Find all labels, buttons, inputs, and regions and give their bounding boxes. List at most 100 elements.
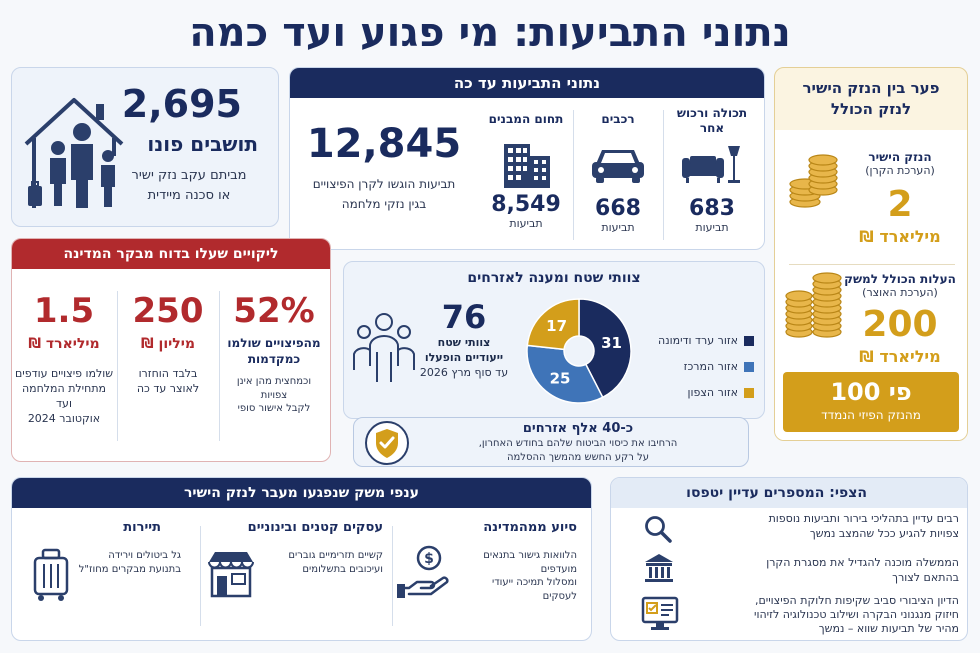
category-value: 668 [595, 196, 641, 221]
audit-header: ליקויים שעלו בדוח מבקר המדינה [12, 239, 330, 269]
legend-swatch [744, 362, 754, 372]
outlook-line2: צפויות להגיע ככל שהמצב נמשך [809, 526, 959, 540]
outlook-header: הצפי: המספרים עדיין יטפסו [611, 478, 967, 508]
claims-category-vehicles: רכבים 668 תביעות [576, 106, 660, 236]
audit-item-returned: 250 מיליון ₪ בלבד הוחזרו לאוצר עד כה [120, 291, 216, 397]
teams-line2: ייעודיים הופעלו [424, 350, 504, 364]
gap-header-line1: פער בין הנזק הישיר [802, 79, 940, 97]
magnifier-icon [645, 516, 672, 543]
donut-slice-3 [526, 298, 580, 351]
teams-card: צוותי שטח ומענה לאזרחים אזור ערד ודימונה… [343, 261, 765, 419]
legend-label: אזור ערד ודימונה [658, 333, 738, 347]
residents-label: תושבים פונו [147, 132, 258, 156]
category-value: 683 [689, 196, 735, 221]
sector-item-smb: עסקים קטנים ובינוניים קשיים תזרימיים גוב… [205, 520, 387, 636]
audit-label-line1: מהפיצויים שולמו [227, 336, 321, 350]
category-label: רכבים [601, 112, 635, 126]
gap-total-value: 200 [862, 303, 938, 345]
gap-direct-value: 2 [887, 183, 913, 225]
audit-desc-line2: מתחילת המלחמה ועד [21, 381, 107, 410]
storefront-icon [208, 552, 254, 598]
insurance-title: כ-40 אלף אזרחים [522, 421, 634, 436]
outlook-line1: רבים עדיין בתהליכי בירור ותביעות נוספות [768, 512, 959, 525]
donut-slice-1 [578, 298, 632, 399]
buildings-icon [504, 144, 550, 188]
page-title: נתוני התביעות: מי פגוע ועד כמה [189, 10, 791, 56]
audit-item-excess: 1.5 מיליארד ₪ שולמו פיצויים עודפים מתחיל… [14, 291, 114, 426]
claims-header: נתוני התביעות עד כה [290, 68, 764, 98]
donut-label-1: 31 [601, 334, 622, 352]
insurance-line1: הרחיבו את כיסוי הביטוח שלהם בחודש האחרון… [478, 438, 678, 449]
category-label: תכולה ורכוש אחר [676, 106, 748, 135]
gap-total-unit: מיליארד ₪ [859, 346, 941, 366]
sector-line1: הלוואות גישור בתנאים מועדפים [483, 550, 577, 575]
sector-line1: גל ביטולים וירידה [108, 550, 181, 561]
gap-banner: פי 100 מהנזק הפיזי הנמדד [783, 372, 959, 432]
category-label: תחום המבנים [488, 112, 564, 126]
category-unit: תביעות [601, 221, 635, 234]
legend-swatch [744, 336, 754, 346]
outlook-line1: הממשלה מוכנה להגדיל את מסגרת הקרן [766, 556, 959, 569]
claims-category-contents: תכולה ורכוש אחר 683 תביעות [668, 106, 756, 236]
residents-desc-line2: או סכנה מיידית [147, 188, 231, 203]
gap-total-sub: (הערכת האוצר) [862, 286, 938, 299]
gap-direct-label: הנזק הישיר [868, 150, 932, 164]
sector-line1: קשיים תזרימיים גוברים [288, 550, 383, 561]
svg-text:$: $ [424, 551, 434, 567]
audit-value: 250 [132, 291, 204, 331]
donut-label-2: 25 [550, 370, 571, 388]
outlook-item: רבים עדיין בתהליכי בירור ותביעות נוספות … [679, 512, 959, 542]
sector-line2: ומסלול תמיכה ייעודי לעסקים [491, 577, 577, 602]
category-unit: תביעות [509, 217, 543, 230]
gap-banner-small: מהנזק הפיזי הנמדד [821, 408, 921, 422]
coin-stacks-large-icon [785, 272, 842, 338]
sector-item-tourism: תיירות גל ביטולים וירידה בתנועת מבקרים מ… [19, 520, 195, 636]
teams-header: צוותי שטח ומענה לאזרחים [467, 270, 641, 286]
audit-label-line2: כמקדמות [247, 352, 301, 366]
monitor-checklist-icon [641, 596, 679, 630]
sector-item-state-aid: סיוע ממהמדינה הלוואות גישור בתנאים מועדפ… [397, 520, 583, 636]
sector-line2: בתנועת מבקרים מחוז"ל [78, 563, 181, 575]
sectors-card: ענפי משק שנפגעו מעבר לנזק הישיר סיוע ממה… [11, 477, 592, 641]
residents-number: 2,695 [121, 82, 242, 126]
sector-title: תיירות [123, 520, 161, 535]
outlook-card: הצפי: המספרים עדיין יטפסו רבים עדיין בתה… [610, 477, 968, 641]
insurance-card: כ-40 אלף אזרחים הרחיבו את כיסוי הביטוח ש… [353, 417, 749, 467]
insurance-line2: על רקע החשש מהמשך ההסלמה [506, 452, 650, 463]
claims-category-buildings: תחום המבנים 8,549 תביעות [482, 106, 570, 232]
legend-item: אזור המרכז [632, 354, 754, 380]
sofa-lamp-icon [682, 146, 740, 183]
family-house-icon [24, 98, 124, 208]
car-icon [592, 150, 644, 183]
teams-line3: עד סוף מרץ 2026 [419, 365, 509, 379]
gap-header-line2: לנזק הכולל [830, 100, 912, 118]
legend-item: אזור ערד ודימונה [632, 328, 754, 354]
claims-card: נתוני התביעות עד כה תכולה ורכוש אחר 683 … [289, 67, 765, 250]
government-building-icon [645, 554, 673, 582]
audit-desc-line2: לאוצר עד כה [136, 381, 200, 395]
audit-item-advances: 52% מהפיצויים שולמו כמקדמות וכמחצית מהן … [224, 291, 324, 416]
gap-card: פער בין הנזק הישיר לנזק הכולל הנזק הישיר… [774, 67, 968, 441]
claims-total-line1: תביעות הוגשו לקרן הפיצויים [312, 177, 456, 191]
audit-label-line1: מיליון ₪ [141, 336, 195, 352]
outlook-line3: מהיר של תביעות שווא – נמשך [818, 622, 959, 635]
claims-total: 12,845 [306, 121, 462, 167]
audit-card: ליקויים שעלו בדוח מבקר המדינה 52% מהפיצו… [11, 238, 331, 462]
people-group-icon [353, 313, 415, 382]
outlook-item: הממשלה מוכנה להגדיל את מסגרת הקרן בהתאם … [679, 556, 959, 586]
outlook-line2: בהתאם לצורך [892, 570, 959, 584]
legend-label: אזור המרכז [683, 359, 738, 373]
outlook-line1: הדיון הציבורי סביב שקיפות חלוקת הפיצויים… [754, 594, 959, 607]
legend-swatch [744, 388, 754, 398]
audit-value: 52% [233, 291, 315, 331]
shield-check-icon [365, 421, 409, 465]
audit-desc-line1: בלבד הוחזרו [138, 367, 198, 380]
audit-desc-line1: וכמחצית מהן אינן צפויות [236, 376, 312, 401]
audit-desc-line3: אוקטובר 2024 [27, 411, 101, 425]
sector-line2: ועיכובים בתשלומים [302, 563, 383, 575]
audit-desc-line1: שולמו פיצויים עודפים [14, 367, 114, 380]
teams-number: 76 [441, 298, 487, 336]
claims-total-line2: בגין נזקי מלחמה [341, 197, 427, 211]
sectors-header: ענפי משק שנפגעו מעבר לנזק הישיר [12, 478, 591, 508]
category-unit: תביעות [695, 221, 729, 234]
